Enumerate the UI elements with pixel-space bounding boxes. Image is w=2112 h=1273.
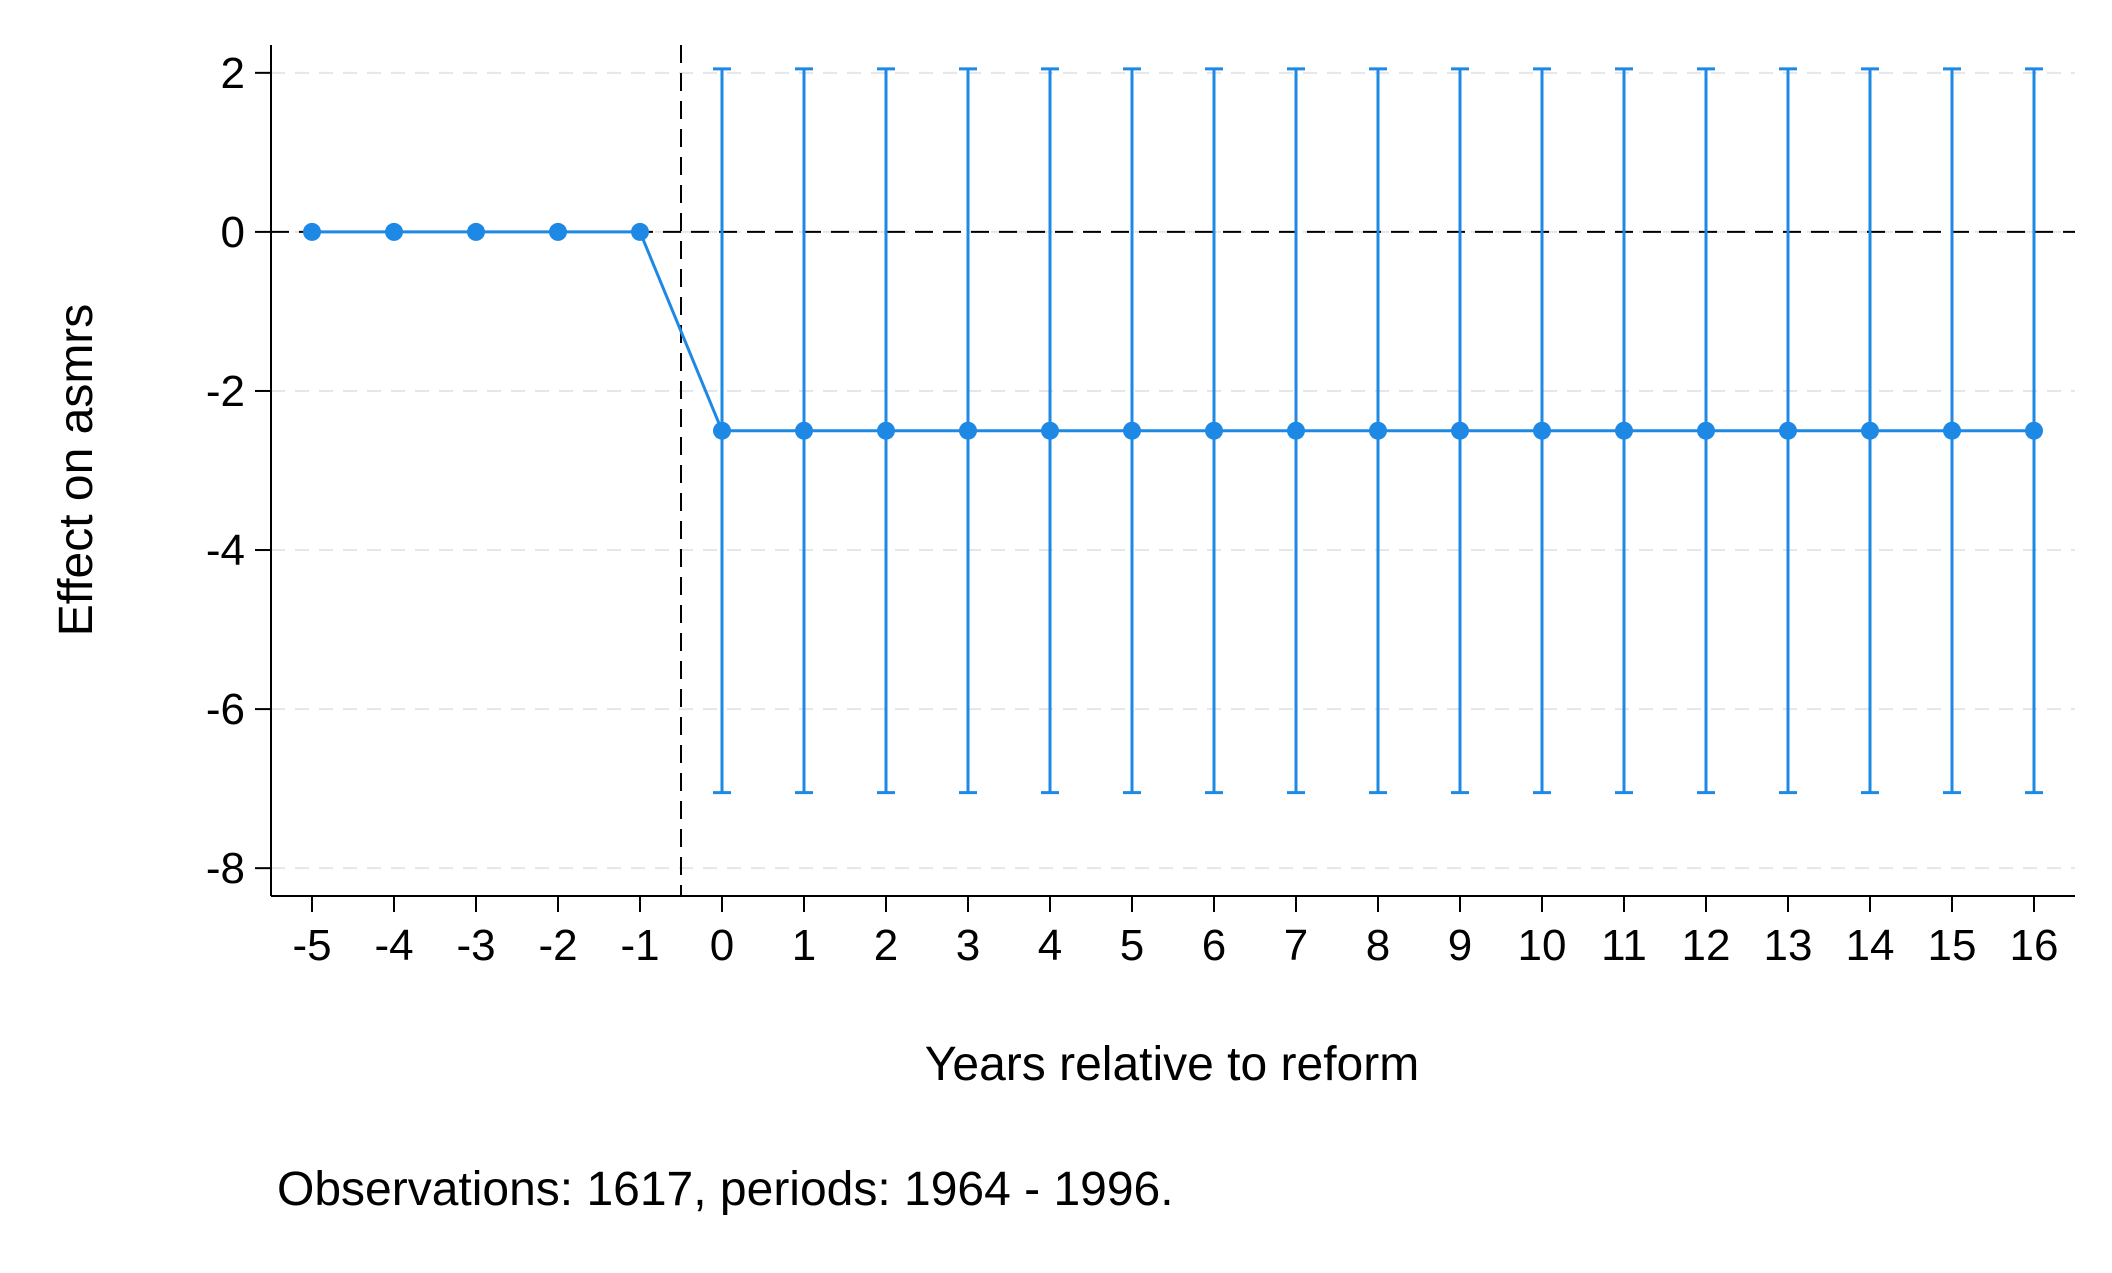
x-tick-label: -3	[456, 921, 495, 970]
data-point	[303, 222, 321, 241]
data-point	[1779, 421, 1797, 440]
data-point	[1369, 421, 1387, 440]
y-tick-label: 0	[221, 208, 245, 257]
data-point	[385, 222, 403, 241]
estimate-line	[312, 230, 2034, 433]
data-point	[1615, 421, 1633, 440]
x-tick-label: 3	[956, 921, 980, 970]
x-tick-label: 5	[1120, 921, 1144, 970]
y-tick-label: -6	[206, 685, 245, 734]
data-point	[1943, 421, 1961, 440]
x-tick-label: 9	[1448, 921, 1472, 970]
x-tick-label: 4	[1038, 921, 1062, 970]
y-tick-label: 2	[221, 49, 245, 98]
data-point	[2025, 421, 2043, 440]
data-point	[713, 421, 731, 440]
data-point	[795, 421, 813, 440]
data-point	[959, 421, 977, 440]
x-tick-label: 16	[2010, 921, 2059, 970]
y-tick-label: -4	[206, 526, 245, 575]
reference-lines	[271, 45, 2075, 896]
x-tick-label: 2	[874, 921, 898, 970]
data-point	[1123, 421, 1141, 440]
y-tick-label: -2	[206, 367, 245, 416]
series-layer	[303, 67, 2043, 795]
data-point	[1041, 421, 1059, 440]
data-point	[1287, 421, 1305, 440]
data-point	[1451, 421, 1469, 440]
x-tick-label: 7	[1284, 921, 1308, 970]
tick-labels: 20-2-4-6-8-5 -4 -3 -2 -1 0 1 2 3 4 5 6 7 8 9 10 11 12 13 14…	[206, 49, 2059, 970]
chart-note: Observations: 1617, periods: 1964 - 1996…	[277, 1163, 1174, 1216]
data-point	[1205, 421, 1223, 440]
grid-layer	[271, 71, 2075, 870]
x-tick-label: 12	[1682, 921, 1731, 970]
x-tick-label: 14	[1846, 921, 1895, 970]
x-tick-label: 10	[1518, 921, 1567, 970]
x-tick-label: 8	[1366, 921, 1390, 970]
x-tick-label: 6	[1202, 921, 1226, 970]
x-axis-title: Years relative to reform	[925, 1038, 1419, 1091]
x-tick-label: -4	[374, 921, 413, 970]
x-tick-label: -5	[292, 921, 331, 970]
data-point	[1697, 421, 1715, 440]
x-tick-label: -2	[538, 921, 577, 970]
x-tick-label: 1	[792, 921, 816, 970]
axes	[255, 45, 2075, 912]
data-point	[467, 222, 485, 241]
x-tick-label: 15	[1928, 921, 1977, 970]
x-tick-label: 13	[1764, 921, 1813, 970]
x-tick-label: 0	[710, 921, 734, 970]
x-tick-label: -1	[620, 921, 659, 970]
y-tick-label: -8	[206, 844, 245, 893]
data-point	[1861, 421, 1879, 440]
data-point	[549, 222, 567, 241]
data-point	[631, 222, 649, 241]
y-axis-title: Effect on asmrs	[50, 304, 103, 637]
data-point	[1533, 421, 1551, 440]
x-tick-label: 11	[1601, 921, 1647, 970]
data-point	[877, 421, 895, 440]
